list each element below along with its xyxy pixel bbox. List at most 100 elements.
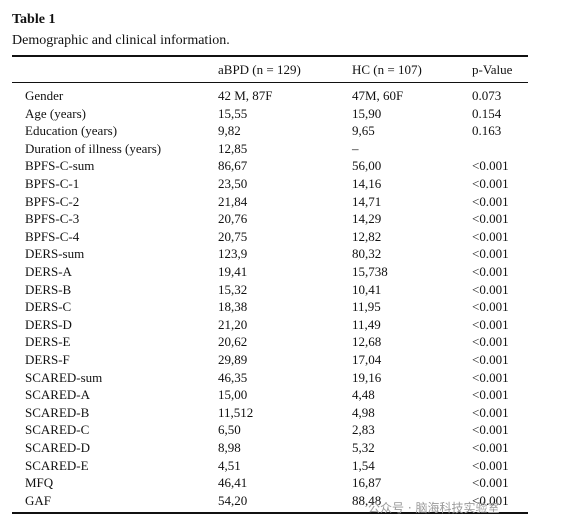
cell: 11,95	[352, 299, 381, 315]
column-header: HC (n = 107)	[352, 62, 422, 77]
row-label: BPFS-C-3	[25, 211, 80, 227]
cell: 80,32	[352, 246, 382, 262]
cell: 4,98	[352, 404, 375, 420]
row-label: Age (years)	[25, 105, 86, 121]
row-label: SCARED-C	[25, 422, 90, 438]
cell: <0.001	[472, 228, 509, 244]
cell: 14,16	[352, 176, 382, 191]
cell: 21,20	[218, 316, 248, 332]
top-rule	[12, 55, 528, 57]
row-label: SCARED-sum	[25, 369, 103, 385]
cell: 15,55	[218, 105, 248, 121]
cell: 29,89	[218, 352, 248, 367]
cell: 4,51	[218, 457, 241, 473]
row-label: MFQ	[25, 475, 54, 491]
row-label: SCARED-B	[25, 404, 90, 420]
cell: 0.073	[472, 88, 502, 103]
cell: 54,20	[218, 492, 248, 508]
row-label: BPFS-C-2	[25, 193, 80, 209]
row-label: SCARED-E	[25, 457, 89, 473]
row-label: DERS-C	[25, 299, 72, 315]
row-label: SCARED-A	[25, 387, 91, 403]
cell: <0.001	[472, 193, 509, 209]
cell: 0.163	[472, 123, 502, 139]
cell: <0.001	[472, 404, 509, 420]
cell: <0.001	[472, 246, 509, 262]
cell: 0.154	[472, 105, 502, 121]
row-label: DERS-A	[25, 264, 72, 279]
cell: 15,32	[218, 281, 248, 297]
cell: 4,48	[352, 387, 375, 403]
cell: <0.001	[472, 281, 509, 297]
cell: <0.001	[472, 299, 509, 315]
cell: 14,29	[352, 211, 382, 227]
cell: 18,38	[218, 299, 248, 315]
row-label: DERS-sum	[25, 246, 85, 262]
cell: 47M, 60F	[352, 88, 404, 103]
cell: <0.001	[472, 387, 509, 403]
cell: 11,512	[218, 404, 254, 420]
cell: 12,85	[218, 140, 248, 156]
cell: 6,50	[218, 422, 241, 438]
cell: 20,75	[218, 228, 248, 244]
cell: 16,87	[352, 475, 382, 491]
cell: 20,76	[218, 211, 248, 227]
cell: <0.001	[472, 176, 509, 191]
cell: 8,98	[218, 440, 241, 455]
cell: 14,71	[352, 193, 382, 209]
cell: 88,48	[352, 492, 382, 508]
row-label: BPFS-C-4	[25, 228, 80, 244]
cell: 17,04	[352, 352, 382, 367]
cell: –	[352, 140, 359, 156]
cell: 12,68	[352, 334, 382, 350]
cell: 19,41	[218, 264, 248, 279]
column-header: p-Value	[472, 62, 513, 77]
row-label: BPFS-C-1	[25, 176, 80, 191]
cell: 5,32	[352, 440, 375, 455]
cell: 21,84	[218, 193, 248, 209]
column-header: aBPD (n = 129)	[218, 62, 301, 77]
cell: 12,82	[352, 228, 382, 244]
cell: 9,65	[352, 123, 375, 139]
cell: 56,00	[352, 158, 382, 174]
watermark: 公众号 · 脑海科技实验室	[368, 501, 500, 515]
row-label: DERS-D	[25, 316, 72, 332]
cell: 20,62	[218, 334, 248, 350]
cell: <0.001	[472, 316, 509, 332]
cell: 10,41	[352, 281, 382, 297]
row-label: DERS-F	[25, 352, 70, 367]
row-label: Education (years)	[25, 123, 118, 139]
bottom-rule	[12, 512, 528, 514]
cell: 46,41	[218, 475, 248, 491]
cell: 15,90	[352, 105, 382, 121]
cell: 11,49	[352, 316, 381, 332]
cell: 15,738	[352, 264, 388, 279]
cell: 15,00	[218, 387, 248, 403]
header-rule	[12, 82, 528, 83]
cell: <0.001	[472, 369, 509, 385]
row-label: Duration of illness (years)	[25, 140, 162, 156]
cell: <0.001	[472, 475, 509, 491]
cell: 123,9	[218, 246, 248, 262]
table-label: Table 1	[12, 12, 56, 27]
cell: 86,67	[218, 158, 248, 174]
row-label: SCARED-D	[25, 440, 91, 455]
row-label: GAF	[25, 492, 52, 508]
cell: 9,82	[218, 123, 241, 139]
row-label: DERS-E	[25, 334, 71, 350]
cell: <0.001	[472, 457, 509, 473]
cell: <0.001	[472, 211, 509, 227]
cell: <0.001	[472, 422, 509, 438]
row-label: BPFS-C-sum	[25, 158, 95, 174]
cell: 42 M, 87F	[218, 88, 273, 103]
cell: 2,83	[352, 422, 375, 438]
cell: <0.001	[472, 492, 509, 508]
cell: <0.001	[472, 440, 509, 455]
cell: <0.001	[472, 158, 509, 174]
row-label: DERS-B	[25, 281, 72, 297]
cell: 19,16	[352, 369, 382, 385]
cell: <0.001	[472, 352, 509, 367]
table-caption: Demographic and clinical information.	[12, 33, 230, 48]
cell: <0.001	[472, 264, 509, 279]
